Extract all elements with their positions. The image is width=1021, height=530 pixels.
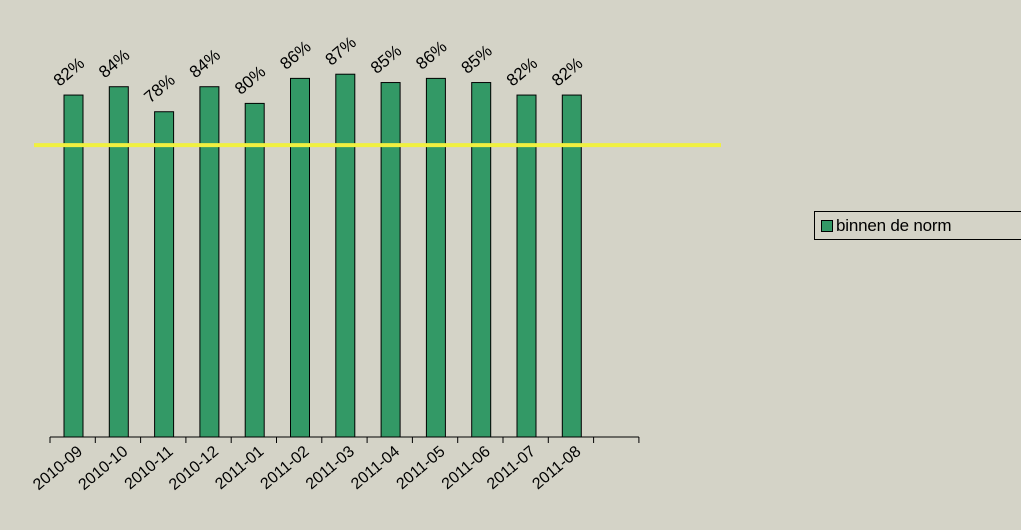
data-label: 84% — [95, 45, 133, 81]
x-tick-label: 2010-11 — [122, 443, 177, 493]
legend: binnen de norm — [814, 211, 1021, 240]
bar-2011-04 — [380, 82, 401, 438]
x-tick-label: 2010-09 — [30, 443, 86, 494]
data-label: 82% — [50, 54, 88, 90]
x-tick-label: 2011-03 — [303, 443, 358, 493]
data-label: 86% — [276, 37, 314, 73]
bar-2011-03 — [335, 73, 356, 438]
x-tick-labels-layer: 2010-092010-102010-112010-122011-012011-… — [30, 443, 584, 494]
bar-2010-10 — [108, 86, 129, 438]
bars-layer — [63, 73, 582, 438]
x-tick-label: 2011-02 — [258, 443, 313, 493]
bar-2011-02 — [290, 77, 310, 438]
data-label: 85% — [458, 41, 496, 77]
x-tick-label: 2010-12 — [166, 443, 222, 494]
data-label: 86% — [412, 37, 450, 73]
x-tick-label: 2011-07 — [484, 443, 539, 493]
x-tick-label: 2011-08 — [529, 443, 584, 493]
x-axis — [49, 436, 640, 443]
legend-swatch — [821, 219, 833, 232]
data-label: 85% — [367, 41, 405, 77]
data-label: 82% — [503, 54, 541, 90]
data-labels-layer: 82% 84%78%84% 80%86% 87% 85% 86% 85% 82% 82% — [50, 33, 587, 107]
data-label: 87% — [322, 33, 360, 69]
bar-2011-06 — [471, 82, 492, 438]
x-tick-label: 2011-05 — [393, 443, 448, 493]
bar-2011-01 — [244, 102, 265, 438]
data-label: 78% — [140, 70, 178, 106]
data-label: 84% — [186, 45, 224, 81]
bar-2010-12 — [199, 86, 220, 438]
x-tick-label: 2011-06 — [439, 443, 494, 493]
legend-label: binnen de norm — [836, 215, 952, 235]
bar-2011-05 — [425, 77, 446, 438]
bar-2010-11 — [154, 111, 175, 438]
x-tick-label: 2011-04 — [348, 443, 403, 493]
x-tick-label: 2010-10 — [75, 443, 131, 494]
data-label: 82% — [548, 54, 586, 90]
x-tick-label: 2011-01 — [212, 443, 267, 493]
data-label: 80% — [231, 62, 269, 98]
